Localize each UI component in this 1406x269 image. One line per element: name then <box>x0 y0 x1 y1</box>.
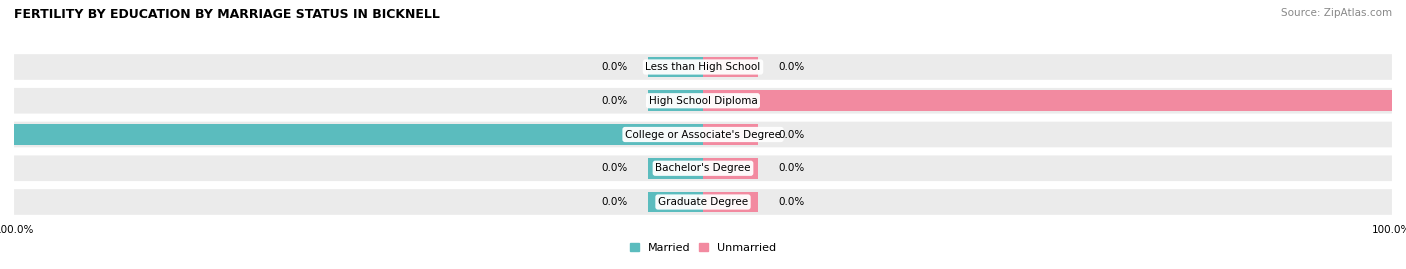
Text: Bachelor's Degree: Bachelor's Degree <box>655 163 751 173</box>
Text: 0.0%: 0.0% <box>600 197 627 207</box>
FancyBboxPatch shape <box>14 88 1392 114</box>
Text: 0.0%: 0.0% <box>779 163 806 173</box>
Text: 0.0%: 0.0% <box>600 163 627 173</box>
FancyBboxPatch shape <box>14 155 1392 181</box>
Text: FERTILITY BY EDUCATION BY MARRIAGE STATUS IN BICKNELL: FERTILITY BY EDUCATION BY MARRIAGE STATU… <box>14 8 440 21</box>
Bar <box>14 124 703 145</box>
Bar <box>703 90 1392 111</box>
FancyBboxPatch shape <box>14 189 1392 215</box>
Text: 0.0%: 0.0% <box>779 129 806 140</box>
Text: High School Diploma: High School Diploma <box>648 96 758 106</box>
Text: 0.0%: 0.0% <box>600 96 627 106</box>
Bar <box>648 192 703 213</box>
Bar <box>703 124 758 145</box>
Bar <box>703 192 758 213</box>
Text: 0.0%: 0.0% <box>600 62 627 72</box>
Text: Graduate Degree: Graduate Degree <box>658 197 748 207</box>
Text: 0.0%: 0.0% <box>779 197 806 207</box>
Bar <box>648 158 703 179</box>
Bar <box>648 56 703 77</box>
FancyBboxPatch shape <box>14 122 1392 147</box>
Text: 0.0%: 0.0% <box>779 62 806 72</box>
Text: Less than High School: Less than High School <box>645 62 761 72</box>
Bar <box>703 158 758 179</box>
Text: Source: ZipAtlas.com: Source: ZipAtlas.com <box>1281 8 1392 18</box>
Text: College or Associate's Degree: College or Associate's Degree <box>626 129 780 140</box>
FancyBboxPatch shape <box>14 54 1392 80</box>
Bar <box>648 90 703 111</box>
Bar <box>703 56 758 77</box>
Legend: Married, Unmarried: Married, Unmarried <box>630 243 776 253</box>
